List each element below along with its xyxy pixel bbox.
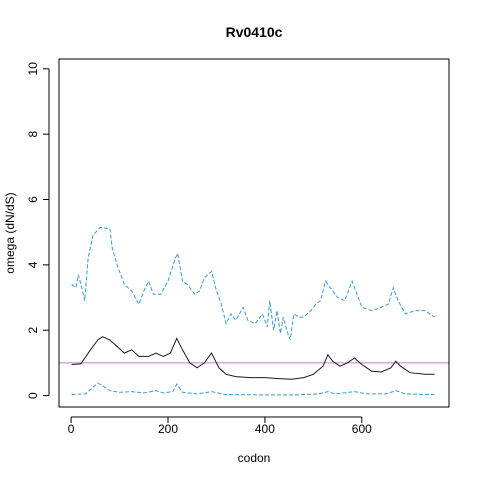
y-tick-label: 4 (26, 261, 40, 268)
y-tick-label: 6 (26, 196, 40, 203)
x-tick-label: 0 (68, 422, 75, 436)
series-line-lower (71, 382, 435, 396)
y-tick-label: 8 (26, 131, 40, 138)
series-line-median (71, 336, 435, 380)
x-axis-label: codon (238, 451, 271, 465)
x-tick-label: 200 (158, 422, 178, 436)
y-axis-label: omega (dN/dS) (3, 192, 17, 273)
y-tick-label: 2 (26, 327, 40, 334)
series-line-upper (71, 226, 435, 341)
y-tick-label: 0 (26, 392, 40, 399)
x-tick-label: 600 (352, 422, 372, 436)
plot-area (59, 226, 449, 396)
x-tick-label: 400 (255, 422, 275, 436)
y-tick-label: 10 (26, 62, 40, 76)
plot-frame (58, 58, 450, 408)
chart-title: Rv0410c (226, 24, 283, 40)
